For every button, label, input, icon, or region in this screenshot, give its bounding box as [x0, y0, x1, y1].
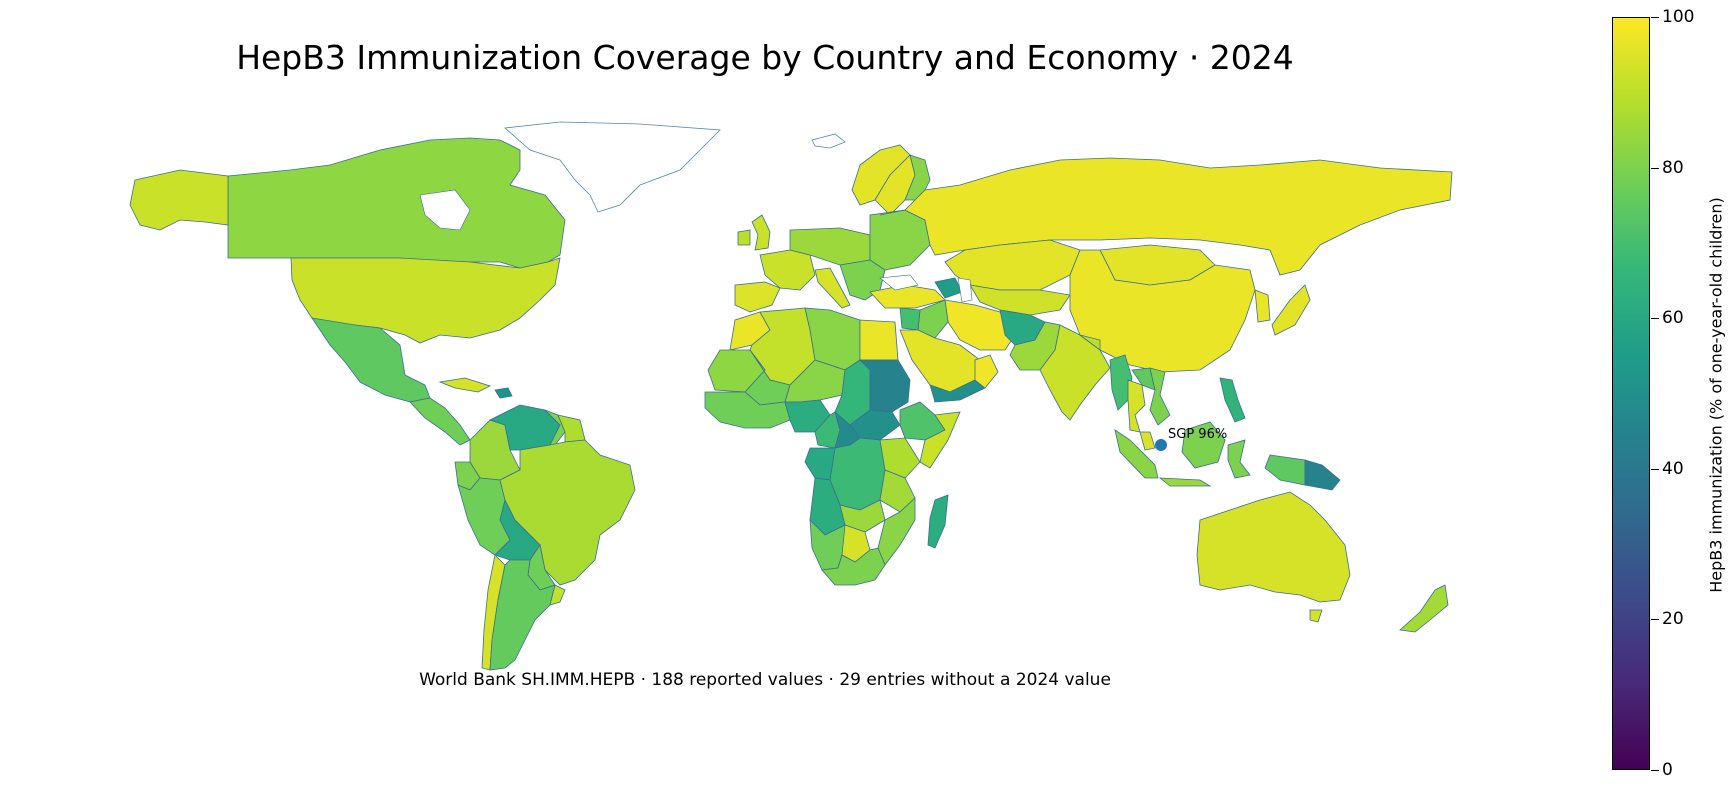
region-greenland: [504, 121, 721, 213]
region-italy: [814, 267, 851, 309]
region-central-america: [409, 397, 471, 446]
region-canada: [227, 137, 566, 269]
region-malaysia: [1139, 431, 1156, 451]
region-papua-new-guinea: [1304, 459, 1341, 491]
colorbar-tick: [1651, 619, 1659, 620]
colorbar-tick: [1651, 168, 1659, 169]
region-west-africa: [704, 391, 791, 429]
region-cuba: [438, 377, 492, 393]
region-philippines: [1219, 377, 1246, 423]
region-thailand: [1127, 379, 1146, 433]
region-central-asia: [969, 284, 1071, 316]
region-sumatra: [1114, 429, 1159, 479]
region-somalia: [919, 411, 961, 469]
region-new-guinea-indonesia: [1264, 454, 1306, 486]
region-united-kingdom: [751, 214, 771, 251]
region-borneo: [1181, 421, 1226, 469]
region-sudan: [859, 359, 911, 413]
colorbar-title: HepB3 immunization (% of one-year-old ch…: [1706, 197, 1726, 593]
colorbar-tick-label: 20: [1662, 609, 1684, 629]
region-iran: [944, 299, 1016, 351]
region-vietnam: [1149, 367, 1171, 426]
singapore-marker: [1155, 439, 1167, 451]
region-japan: [1271, 284, 1311, 336]
region-nepal: [1079, 334, 1101, 351]
region-argentina: [489, 559, 556, 671]
region-java: [1158, 477, 1212, 487]
region-new-zealand: [1399, 584, 1449, 633]
region-iberia: [734, 281, 781, 313]
region-india: [1039, 324, 1111, 421]
region-sulawesi: [1227, 439, 1251, 479]
region-kenya: [879, 437, 921, 479]
region-korea: [1254, 289, 1271, 323]
region-dr-congo: [829, 437, 886, 511]
region-south-africa: [821, 547, 886, 586]
colorbar: [1612, 17, 1650, 770]
hudson-bay: [419, 189, 471, 231]
colorbar-tick-label: 40: [1662, 459, 1684, 479]
colorbar-tick: [1651, 770, 1659, 771]
black-sea: [879, 274, 919, 291]
colorbar-tick: [1651, 17, 1659, 18]
singapore-annotation: SGP 96%: [1168, 427, 1227, 442]
caspian-sea: [957, 277, 973, 303]
colorbar-tick-label: 100: [1662, 7, 1695, 27]
colorbar-tick-label: 0: [1662, 760, 1673, 780]
world-map: SGP 96%: [129, 121, 1453, 671]
region-uruguay: [549, 584, 566, 606]
colorbar-tick: [1651, 318, 1659, 319]
region-madagascar: [927, 494, 949, 549]
colorbar-tick-label: 80: [1662, 158, 1684, 178]
region-ireland: [737, 229, 751, 246]
region-eastern-europe: [869, 209, 931, 271]
region-syria: [899, 307, 921, 331]
country-layer: [129, 121, 1453, 671]
region-congo-gabon: [804, 447, 836, 481]
region-haiti: [494, 387, 513, 399]
region-australia: [1196, 491, 1351, 603]
region-iceland: [811, 133, 846, 149]
map-subtitle: World Bank SH.IMM.HEPB · 188 reported va…: [419, 670, 1111, 690]
colorbar-tick-label: 60: [1662, 308, 1684, 328]
region-tasmania: [1309, 609, 1323, 623]
region-alaska: [129, 169, 229, 231]
region-egypt: [859, 319, 899, 361]
map-title: HepB3 Immunization Coverage by Country a…: [236, 38, 1294, 77]
colorbar-tick: [1651, 469, 1659, 470]
region-oman: [974, 354, 999, 389]
